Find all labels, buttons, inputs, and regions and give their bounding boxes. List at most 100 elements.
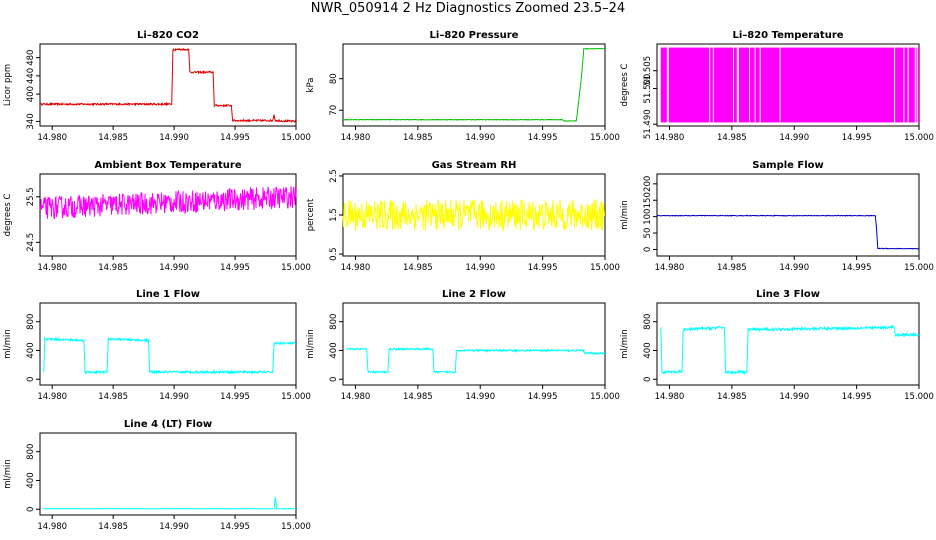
x-tick-label: 15.000	[904, 263, 934, 273]
y-tick-label: 0.5	[329, 247, 339, 261]
x-tick-label: 14.990	[159, 263, 189, 273]
y-tick-label: 150	[643, 192, 653, 208]
y-tick-label: 480	[26, 50, 36, 66]
x-tick-label: 14.995	[220, 522, 250, 532]
data-line	[39, 47, 297, 124]
y-axis-label: ml/min	[620, 200, 630, 230]
data-line	[343, 47, 605, 122]
y-tick-label: 2.5	[329, 169, 339, 183]
y-tick-label: 400	[329, 342, 339, 358]
chart-panel-5: Gas Stream RH 14.980 14.985 14.990 14.995 15.…	[306, 160, 620, 273]
y-tick-label: 400	[26, 342, 36, 358]
y-axis-label: ml/min	[3, 329, 13, 359]
y-tick-label: 0	[329, 377, 339, 382]
chart-title: Ambient Box Temperature	[94, 160, 241, 171]
y-tick-label: 800	[26, 444, 36, 460]
x-tick-label: 15.000	[590, 263, 620, 273]
data-line	[43, 496, 296, 510]
x-tick-label: 14.980	[341, 133, 371, 143]
data-line	[39, 185, 297, 220]
chart-panel-2: Li–820 Pressure 14.980 14.985 14.990 14.995 1…	[306, 30, 620, 143]
x-tick-label: 14.990	[779, 133, 809, 143]
y-tick-label: 50	[643, 228, 653, 239]
x-tick-label: 14.980	[341, 392, 371, 402]
x-tick-label: 14.985	[98, 522, 128, 532]
y-axis-label: degrees C	[3, 194, 13, 237]
x-tick-label: 14.995	[528, 133, 558, 143]
data-line	[43, 336, 297, 375]
x-tick-label: 14.985	[98, 392, 128, 402]
chart-panel-6: Sample Flow 14.980 14.985 14.990 14.995 15.00…	[620, 160, 934, 273]
x-tick-label: 14.985	[98, 263, 128, 273]
y-axis-label: ml/min	[3, 459, 13, 489]
x-tick-label: 15.000	[904, 392, 934, 402]
x-tick-label: 14.990	[465, 392, 495, 402]
y-tick-label: 400	[26, 86, 36, 102]
y-axis-label: kPa	[306, 78, 316, 93]
y-tick-label: 400	[643, 342, 653, 358]
x-tick-label: 15.000	[904, 133, 934, 143]
plot-frame	[39, 43, 297, 127]
chart-panel-3: Li–820 Temperature 14.980 14.985 14.990 14.9…	[620, 30, 934, 143]
y-tick-label: 200	[643, 176, 653, 192]
data-line	[346, 346, 606, 375]
y-tick-label: 0	[643, 377, 653, 382]
chart-title: Line 2 Flow	[442, 289, 506, 300]
chart-title: Li–820 CO2	[137, 30, 199, 41]
x-tick-label: 14.985	[717, 133, 747, 143]
chart-title: Sample Flow	[752, 160, 824, 171]
x-tick-label: 14.985	[98, 133, 128, 143]
x-tick-label: 15.000	[281, 263, 311, 273]
x-tick-label: 14.985	[717, 263, 747, 273]
x-tick-label: 14.990	[159, 133, 189, 143]
y-tick-label: 51.490	[643, 109, 653, 139]
y-tick-label: 25.5	[26, 187, 36, 206]
plot-frame	[342, 302, 606, 386]
y-axis-label: percent	[306, 198, 316, 231]
y-tick-label: 51.500	[643, 74, 653, 104]
x-tick-label: 14.985	[403, 263, 433, 273]
x-tick-label: 14.995	[842, 133, 872, 143]
chart-panel-10: Line 4 (LT) Flow 14.980 14.985 14.990 14.995…	[3, 419, 311, 532]
x-tick-label: 14.990	[779, 392, 809, 402]
chart-panel-9: Line 3 Flow 14.980 14.985 14.990 14.995 15.00…	[620, 289, 934, 402]
chart-title: Line 1 Flow	[136, 289, 200, 300]
x-tick-label: 14.990	[779, 263, 809, 273]
x-tick-label: 14.995	[842, 392, 872, 402]
figure-title: NWR_050914 2 Hz Diagnostics Zoomed 23.5–…	[310, 1, 626, 16]
chart-panel-4: Ambient Box Temperature 14.980 14.985 14.99…	[3, 160, 311, 273]
y-tick-label: 80	[329, 73, 339, 84]
x-tick-label: 14.985	[717, 392, 747, 402]
chart-title: Line 3 Flow	[756, 289, 820, 300]
y-tick-label: 340	[26, 113, 36, 129]
plot-frame	[342, 43, 606, 127]
x-tick-label: 14.990	[159, 522, 189, 532]
x-tick-label: 14.985	[403, 392, 433, 402]
y-axis-label: degrees C	[620, 64, 630, 107]
x-tick-label: 14.995	[528, 263, 558, 273]
chart-title: Li–820 Pressure	[430, 30, 519, 41]
y-tick-label: 51.505	[643, 56, 653, 86]
x-tick-label: 14.980	[655, 133, 685, 143]
x-tick-label: 14.980	[37, 522, 67, 532]
y-axis-label: ml/min	[306, 329, 316, 359]
plot-frame	[39, 173, 297, 257]
chart-panel-7: Line 1 Flow 14.980 14.985 14.990 14.995 15.00…	[3, 289, 311, 402]
plot-frame	[39, 302, 297, 386]
x-tick-label: 14.980	[655, 263, 685, 273]
data-band	[660, 47, 919, 123]
x-tick-label: 14.995	[842, 263, 872, 273]
plot-frame	[656, 302, 920, 386]
y-tick-label: 24.5	[26, 233, 36, 252]
y-tick-label: 1.5	[329, 208, 339, 222]
y-tick-label: 800	[26, 314, 36, 330]
y-tick-label: 800	[329, 314, 339, 330]
x-tick-label: 14.980	[37, 392, 67, 402]
y-tick-label: 70	[329, 105, 339, 116]
x-tick-label: 14.980	[655, 392, 685, 402]
x-tick-label: 15.000	[281, 522, 311, 532]
x-tick-label: 14.990	[465, 263, 495, 273]
x-tick-label: 15.000	[281, 133, 311, 143]
plot-frame	[39, 432, 297, 516]
